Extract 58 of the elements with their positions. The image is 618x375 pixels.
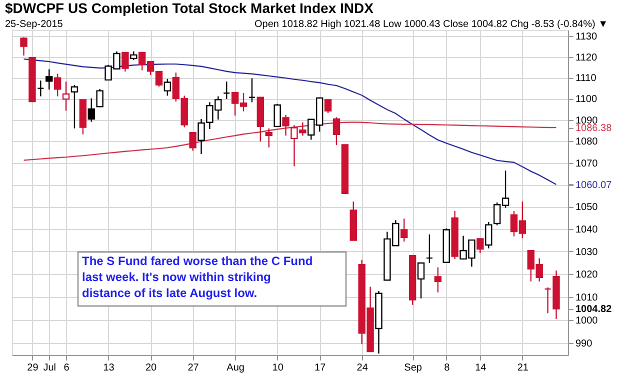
- x-tick-label: 8: [444, 362, 450, 374]
- x-tick-label: 10: [272, 362, 284, 374]
- x-tick-label: 17: [314, 362, 326, 374]
- candlestick: [485, 221, 492, 249]
- candlestick: [400, 218, 408, 242]
- x-tick-label: 29: [27, 362, 39, 374]
- candlestick: [88, 98, 95, 122]
- y-tick-label: 1130: [576, 32, 598, 43]
- x-tick-label: 13: [103, 362, 115, 374]
- y-tick-label: 1086.38: [576, 123, 612, 134]
- candlestick: [20, 36, 28, 56]
- y-tick-label: 1000: [576, 315, 598, 326]
- x-tick-label: Sep: [404, 362, 422, 374]
- y-tick-label: 1030: [576, 246, 598, 258]
- y-tick-label: 1100: [576, 94, 598, 106]
- y-tick-label: 1010: [576, 292, 598, 304]
- candlestick: [248, 78, 256, 103]
- candlestick: [332, 116, 340, 146]
- y-tick-label: 1070: [576, 158, 598, 170]
- x-tick-label: Aug: [226, 362, 244, 374]
- candlestick: [274, 103, 281, 128]
- y-tick-label: 1060.07: [576, 180, 612, 191]
- candlestick: [96, 88, 104, 108]
- candlestick: [189, 132, 196, 152]
- x-tick-label: 14: [475, 362, 487, 374]
- candlestick: [417, 262, 425, 300]
- y-tick-label: 990: [576, 338, 593, 350]
- candlestick: [282, 114, 290, 136]
- text: Open 1018.82 High 1021.48 Low 1000.43 Close 1004.82 Chg -8.53 (-0.84%) ▼: [254, 19, 608, 30]
- candlestick: [324, 99, 332, 114]
- x-tick-label: 24: [356, 362, 368, 374]
- chart-title: $DWCPF US Completion Total Stock Market Index INDX: [5, 0, 374, 16]
- y-tick-label: 1110: [576, 73, 597, 84]
- y-tick-label: 1120: [576, 52, 598, 64]
- candlestick: [37, 80, 44, 97]
- chart-subtitle: 25-Sep-2015: [5, 19, 64, 30]
- y-tick-label: 1040: [576, 224, 598, 236]
- candlestick: [434, 266, 442, 294]
- y-tick-label: 1020: [576, 269, 598, 280]
- y-tick-label: 1050: [576, 202, 598, 214]
- x-tick-label: 6: [64, 362, 70, 374]
- y-tick-label: 1080: [576, 136, 598, 148]
- x-tick-label: 20: [145, 362, 158, 374]
- candlestick: [70, 84, 78, 129]
- x-tick-label: Jul: [43, 362, 56, 374]
- candlestick: [54, 73, 62, 97]
- annotation: The S Fund fared worse than the C Fund last week. It's now within striking distance of its late August low.: [82, 254, 313, 300]
- candlestick: [164, 78, 172, 96]
- candlestick: [62, 80, 70, 112]
- candlestick: [265, 128, 272, 148]
- x-tick-label: 21: [517, 362, 529, 374]
- x-tick-label: 27: [188, 362, 200, 374]
- candlestick: [426, 234, 434, 264]
- candlestick: [476, 238, 484, 254]
- candlestick: [223, 80, 230, 100]
- candlestick: [46, 68, 53, 90]
- candlestick: [122, 52, 129, 72]
- y-tick-label: 1004.82: [576, 304, 612, 316]
